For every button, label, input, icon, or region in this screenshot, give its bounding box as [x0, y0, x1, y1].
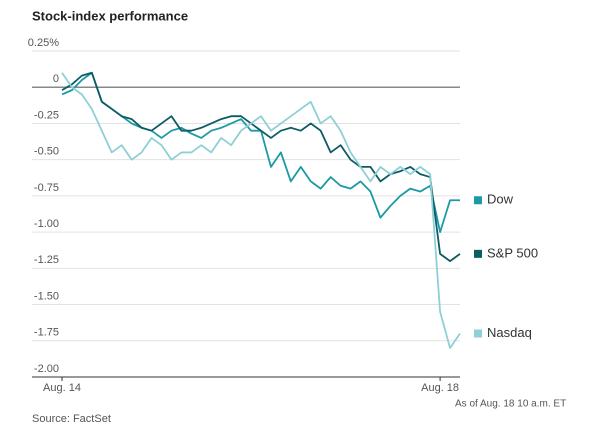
legend-label: Nasdaq: [487, 325, 532, 340]
x-tick-label: Aug. 18: [421, 382, 459, 394]
source: Source: FactSet: [32, 413, 111, 425]
legend-swatch: [474, 249, 482, 258]
y-tick-label: -1.75: [34, 327, 59, 339]
x-tick-label: Aug. 14: [43, 382, 81, 394]
legend-swatch: [474, 196, 482, 205]
y-tick-label: -0.25: [34, 109, 59, 121]
y-tick-label: 0: [53, 73, 59, 85]
chart-title: Stock-index performance: [32, 8, 188, 23]
y-tick-label: -2.00: [34, 363, 59, 375]
legend-label: Dow: [487, 192, 514, 207]
y-tick-label: -1.50: [34, 290, 59, 302]
series-line: [61, 71, 461, 262]
series-line: [61, 72, 461, 349]
y-tick-label: 0.25%: [28, 37, 59, 49]
y-tick-label: -0.50: [34, 146, 59, 158]
legend-label: S&P 500: [487, 245, 538, 260]
y-tick-label: -1.00: [34, 218, 59, 230]
legend-swatch: [474, 329, 482, 338]
y-tick-label: -0.75: [34, 182, 59, 194]
series-line: [61, 71, 460, 234]
y-tick-label: -1.25: [34, 254, 59, 266]
note: As of Aug. 18 10 a.m. ET: [455, 399, 566, 410]
